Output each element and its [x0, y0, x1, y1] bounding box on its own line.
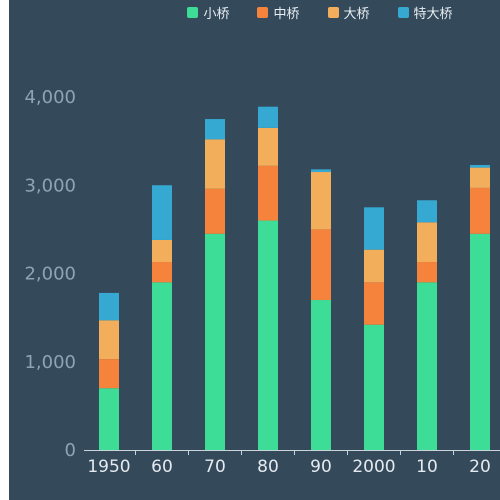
- bar-segment: [99, 292, 119, 321]
- bar-segment: [364, 282, 384, 325]
- bar-segment: [311, 169, 331, 173]
- x-tick-label: 2000: [352, 457, 395, 477]
- y-tick-label: 1,000: [24, 352, 76, 373]
- bar-segment: [99, 359, 119, 389]
- bar-segment: [205, 139, 225, 189]
- bar-segment: [311, 299, 331, 450]
- bar-segment: [258, 106, 278, 128]
- legend-swatch: [187, 6, 199, 18]
- legend-label: 大桥: [343, 6, 370, 22]
- bar-segment: [258, 220, 278, 450]
- legend-label: 中桥: [273, 6, 300, 22]
- legend-label: 特大桥: [413, 6, 453, 22]
- x-tick-label: 90: [310, 457, 332, 477]
- bar-segment: [152, 239, 172, 263]
- bar-segment: [417, 262, 437, 283]
- bar-segment: [470, 164, 490, 168]
- legend-swatch: [397, 6, 409, 18]
- left-edge-strip: [0, 0, 9, 500]
- x-tick-label: 10: [416, 457, 438, 477]
- x-tick-label: 60: [151, 457, 173, 477]
- legend-item-extra-large-bridge[interactable]: 特大桥: [397, 3, 453, 22]
- x-tick-label: 80: [257, 457, 279, 477]
- bar-segment: [470, 187, 490, 234]
- bar-segment: [470, 233, 490, 450]
- bar-segment: [205, 119, 225, 140]
- y-tick-label: 4,000: [24, 87, 76, 108]
- y-tick-label: 0: [65, 440, 76, 461]
- x-tick-label: 1950: [87, 457, 130, 477]
- bar-segment: [470, 167, 490, 188]
- legend-item-large-bridge[interactable]: 大桥: [327, 3, 370, 22]
- y-tick-label: 2,000: [24, 264, 76, 285]
- bar-segment: [205, 188, 225, 234]
- bar-segment: [364, 249, 384, 283]
- bar-segment: [364, 324, 384, 450]
- x-tick-label: 20: [469, 457, 491, 477]
- legend-swatch: [257, 6, 269, 18]
- bar-segment: [152, 185, 172, 240]
- y-tick-label: 3,000: [24, 175, 76, 196]
- legend-swatch: [327, 6, 339, 18]
- bar-segment: [99, 320, 119, 360]
- legend-label: 小桥: [203, 6, 230, 22]
- bar-segment: [364, 207, 384, 250]
- x-tick-label: 70: [204, 457, 226, 477]
- bar-segment: [152, 282, 172, 450]
- legend-item-medium-bridge[interactable]: 中桥: [257, 3, 300, 22]
- bar-segment: [311, 172, 331, 230]
- bar-segment: [205, 233, 225, 450]
- bar-segment: [417, 222, 437, 263]
- bar-segment: [311, 229, 331, 300]
- bar-segment: [99, 388, 119, 450]
- bar-segment: [417, 282, 437, 450]
- legend: 小桥 中桥 大桥 特大桥: [0, 3, 500, 22]
- legend-item-small-bridge[interactable]: 小桥: [187, 3, 229, 22]
- bar-segment: [258, 127, 278, 166]
- bar-segment: [152, 262, 172, 283]
- bar-segment: [417, 200, 437, 223]
- bar-segment: [258, 165, 278, 221]
